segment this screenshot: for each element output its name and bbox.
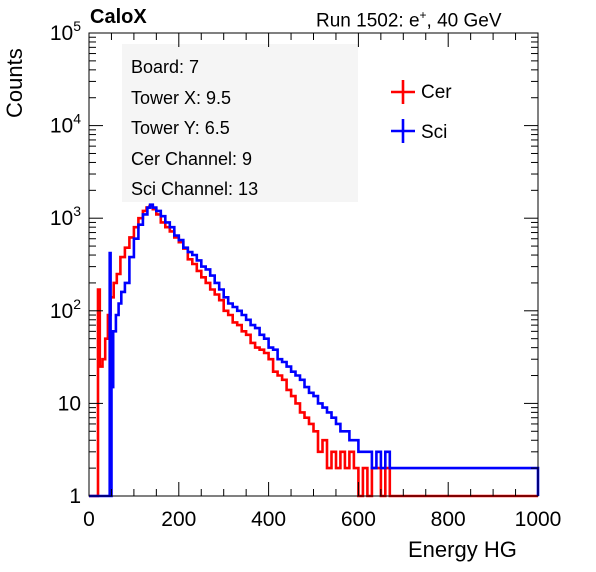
info-tower-y: Tower Y: 6.5 bbox=[131, 118, 230, 138]
info-tower-x: Tower X: 9.5 bbox=[131, 87, 232, 108]
x-tick-label: 0 bbox=[83, 508, 95, 531]
info-cer-channel: Cer Channel: 9 bbox=[131, 148, 253, 169]
run-title-charge: + bbox=[419, 8, 427, 22]
x-tick-label: 200 bbox=[161, 508, 196, 531]
info-board: Board: 7 bbox=[131, 57, 200, 77]
y-tick-label: 102 bbox=[50, 296, 81, 323]
info-box: Board: 7 Tower X: 9.5 Tower Y: 6.5 Cer C… bbox=[131, 52, 258, 205]
x-tick-label: 600 bbox=[341, 508, 376, 531]
info-box-background bbox=[122, 44, 358, 202]
y-tick-label: 105 bbox=[50, 18, 81, 45]
legend-label-cer: Cer bbox=[421, 82, 452, 103]
series-sci-line bbox=[89, 203, 540, 498]
x-tick-label: 1000 bbox=[515, 508, 562, 531]
y-tick-label: 103 bbox=[50, 203, 81, 230]
run-title: Run 1502: e+, 40 GeV bbox=[316, 8, 502, 32]
y-tick-label: 1 bbox=[69, 485, 81, 508]
legend-label-sci: Sci bbox=[421, 122, 448, 143]
x-tick-label: 400 bbox=[251, 508, 286, 531]
calox-logo: CaloX bbox=[90, 6, 147, 28]
info-sci-channel: Sci Channel: 13 bbox=[131, 179, 259, 199]
y-tick-label: 10 bbox=[58, 392, 81, 415]
y-tick-label: 104 bbox=[50, 111, 81, 138]
run-title-prefix: Run 1502: e bbox=[316, 10, 420, 32]
y-axis-title: Counts bbox=[2, 48, 27, 118]
run-title-suffix: , 40 GeV bbox=[426, 10, 502, 32]
series-cer-line bbox=[89, 204, 538, 498]
x-tick-label: 800 bbox=[431, 508, 466, 531]
x-axis-title: Energy HG bbox=[408, 537, 517, 562]
